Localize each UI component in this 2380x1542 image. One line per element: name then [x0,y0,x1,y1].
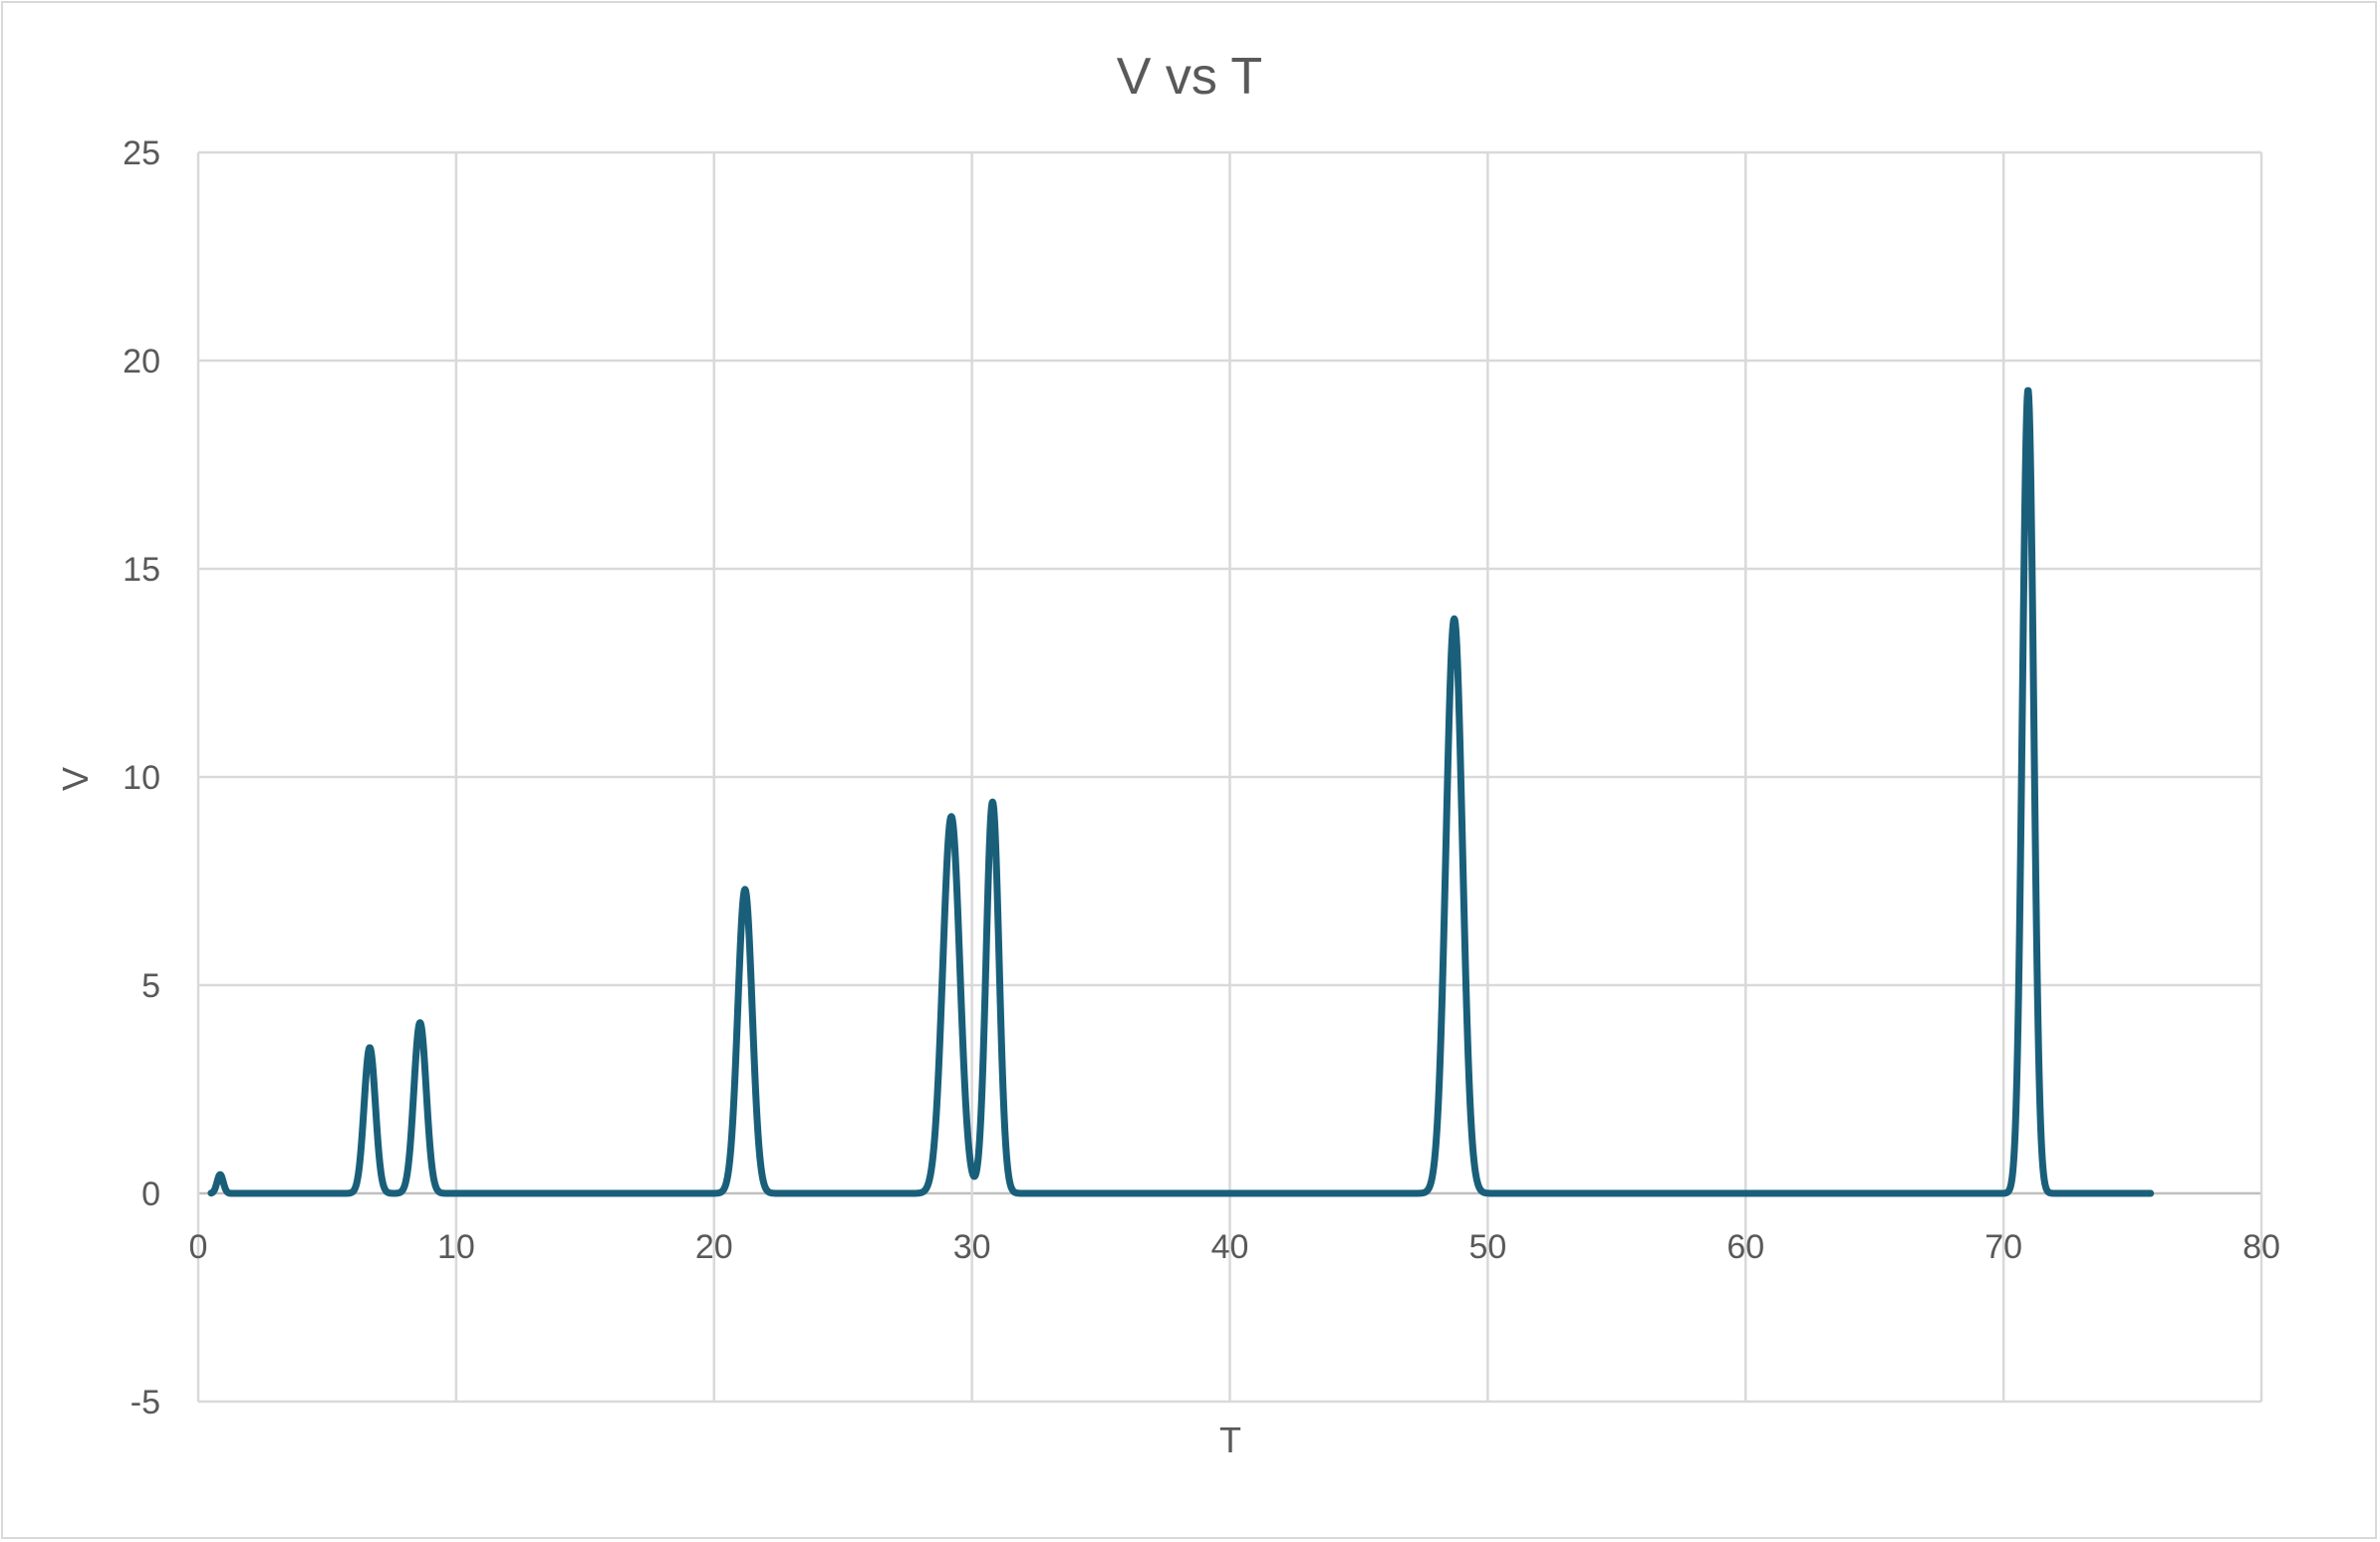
x-tick-label: 70 [1984,1228,2022,1266]
y-tick-label: 15 [123,551,160,589]
x-tick-label: 60 [1726,1228,1764,1266]
y-tick-label: 25 [123,134,160,172]
chart-title: V vs T [1117,48,1262,106]
y-tick-label: 5 [141,967,160,1005]
y-tick-label: -5 [131,1384,160,1421]
y-tick-label: 0 [141,1175,160,1213]
series-line [207,386,2155,1197]
x-tick-label: 80 [2243,1228,2280,1266]
series-group [207,386,2155,1197]
x-tick-label: 30 [953,1228,991,1266]
x-tick-label: 20 [695,1228,733,1266]
y-tick-label: 20 [123,343,160,381]
y-axis-label: V [55,767,96,791]
y-tick-label: 10 [123,759,160,797]
x-tick-label: 10 [437,1228,475,1266]
x-tick-label: 50 [1468,1228,1506,1266]
y-axis-ticks: -5 0 5 10 15 20 25 [123,134,160,1421]
x-axis-ticks: 0 10 20 30 40 50 60 70 80 [189,1228,2280,1266]
x-axis-label: T [1219,1419,1241,1460]
x-tick-label: 0 [189,1228,208,1266]
gridlines [196,150,2263,1404]
x-tick-label: 40 [1211,1228,1249,1266]
